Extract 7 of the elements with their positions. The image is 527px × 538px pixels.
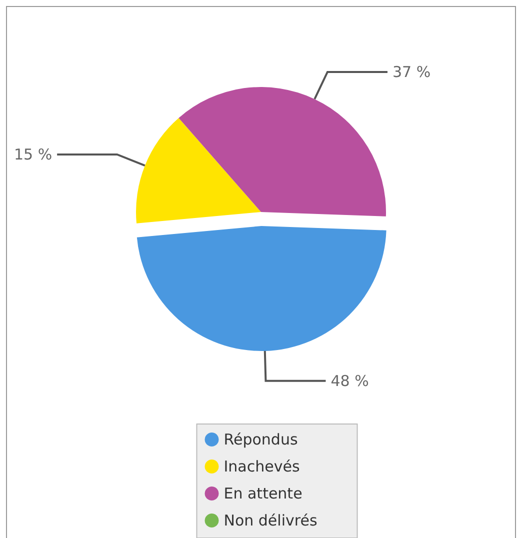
data-label: 15 %: [14, 145, 52, 164]
legend-label: Non délivrés: [224, 512, 318, 530]
legend-label: Inachevés: [224, 458, 300, 476]
data-label: 37 %: [392, 62, 431, 81]
legend-label: En attente: [224, 484, 302, 502]
data-label: 48 %: [330, 372, 369, 390]
legend-label: Répondus: [224, 430, 298, 448]
